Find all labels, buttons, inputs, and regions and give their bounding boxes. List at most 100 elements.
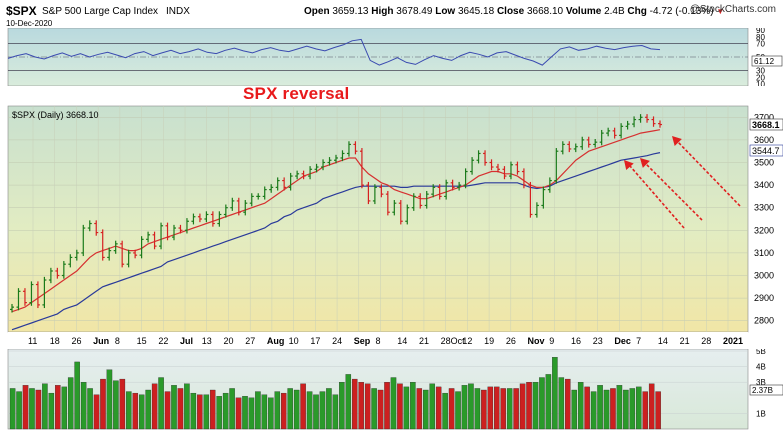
volume-bar xyxy=(287,388,293,430)
price-candle xyxy=(392,200,397,216)
price-candle xyxy=(197,213,202,223)
price-candle xyxy=(243,200,248,216)
rsi-tick-label: 20 xyxy=(756,73,765,82)
price-candle xyxy=(282,177,287,191)
price-candle xyxy=(437,184,442,200)
volume-bar xyxy=(280,392,287,430)
volume-bar xyxy=(80,382,87,430)
volume-bar xyxy=(410,382,416,430)
volume-bar xyxy=(261,394,268,430)
price-candle xyxy=(353,141,358,155)
price-candle xyxy=(42,276,47,309)
date-tick-label: 22 xyxy=(158,336,168,346)
price-candle xyxy=(606,127,611,137)
volume-bar xyxy=(571,389,577,430)
volume-bar xyxy=(636,386,642,430)
rsi-panel: 90807050302010 61.12 xyxy=(7,28,783,86)
volume-bar xyxy=(416,388,423,430)
volume-bar xyxy=(371,388,377,430)
volume-bar xyxy=(558,377,565,430)
price-candle xyxy=(515,161,520,175)
price-candle xyxy=(334,154,338,164)
price-tick-label: 3400 xyxy=(754,180,774,190)
volume-bar xyxy=(242,396,248,430)
price-candle xyxy=(308,166,313,180)
volume-bar xyxy=(319,391,326,430)
price-candle xyxy=(10,303,14,313)
volume-bar xyxy=(42,383,48,430)
volume-bar xyxy=(448,388,455,430)
price-candle xyxy=(236,197,241,216)
reversal-arrows xyxy=(624,136,741,229)
open-label: Open xyxy=(304,6,330,17)
volume-bar xyxy=(577,382,584,430)
date-tick-label: 10 xyxy=(289,336,299,346)
date-tick-label: 11 xyxy=(28,336,37,346)
volume-tick-label: 4B xyxy=(756,363,766,372)
volume-bar xyxy=(648,383,655,430)
volume-bar xyxy=(403,386,410,430)
price-candle xyxy=(554,148,559,184)
price-tick-label: 3000 xyxy=(754,271,774,281)
price-candle xyxy=(288,172,293,191)
price-candle xyxy=(366,181,371,205)
volume-bar xyxy=(197,394,203,430)
date-tick-label: Nov xyxy=(528,336,545,346)
price-candle xyxy=(68,254,73,268)
date-tick-label: 15 xyxy=(137,336,147,346)
volume-bar xyxy=(565,378,571,430)
date-tick-label: 7 xyxy=(636,336,641,346)
price-candle xyxy=(172,224,176,241)
date-tick-label: 24 xyxy=(332,336,342,346)
price-candle xyxy=(547,177,552,193)
price-tick-label: 3500 xyxy=(754,158,774,168)
date-tick-label: 28 xyxy=(701,336,711,346)
price-candle xyxy=(489,159,494,171)
volume-panel: 5B 4B 3B 1B 2.37B xyxy=(7,349,783,430)
price-candle xyxy=(483,150,488,166)
price-candle xyxy=(269,184,274,193)
rsi-line xyxy=(7,38,661,66)
volume-bar xyxy=(132,392,139,430)
price-candle xyxy=(431,184,436,198)
volume-bar xyxy=(268,397,274,430)
volume-bar xyxy=(151,383,158,430)
price-candle xyxy=(29,281,34,306)
volume-bar xyxy=(306,391,313,430)
date-tick-label: Sep xyxy=(354,336,371,346)
price-candle xyxy=(521,168,526,189)
change-value: -4.72 (-0.13%) xyxy=(649,6,714,17)
date-tick-label: 14 xyxy=(397,336,407,346)
reversal-arrow xyxy=(624,160,685,229)
volume-bar xyxy=(623,389,629,430)
price-candle xyxy=(560,141,565,155)
price-candle xyxy=(580,136,585,150)
date-tick-label: 16 xyxy=(571,336,581,346)
rsi-tick-label: 70 xyxy=(756,40,765,49)
price-candle xyxy=(496,163,500,173)
volume-bar xyxy=(487,386,494,430)
volume-bar xyxy=(513,388,519,430)
volume-bar xyxy=(616,385,623,430)
volume-bar xyxy=(177,388,184,430)
volume-bar xyxy=(100,378,106,430)
price-candle xyxy=(398,200,403,225)
price-candle xyxy=(61,261,66,279)
date-tick-label: Jul xyxy=(180,336,193,346)
price-candle xyxy=(81,224,86,257)
price-candle xyxy=(651,116,656,127)
volume-bar xyxy=(229,388,235,430)
rsi-tick-label: 80 xyxy=(756,33,765,42)
price-candle xyxy=(405,204,410,225)
price-candle xyxy=(476,150,481,164)
volume-bar xyxy=(435,386,442,430)
price-candle xyxy=(146,231,151,243)
volume-bar xyxy=(313,394,319,430)
price-candle xyxy=(184,218,189,234)
price-candle xyxy=(120,240,125,268)
volume-bar xyxy=(255,391,261,430)
rsi-tick-label: 10 xyxy=(756,80,765,86)
volume-bar xyxy=(93,394,100,430)
volume-bar xyxy=(74,361,80,430)
reversal-arrow xyxy=(640,158,703,221)
